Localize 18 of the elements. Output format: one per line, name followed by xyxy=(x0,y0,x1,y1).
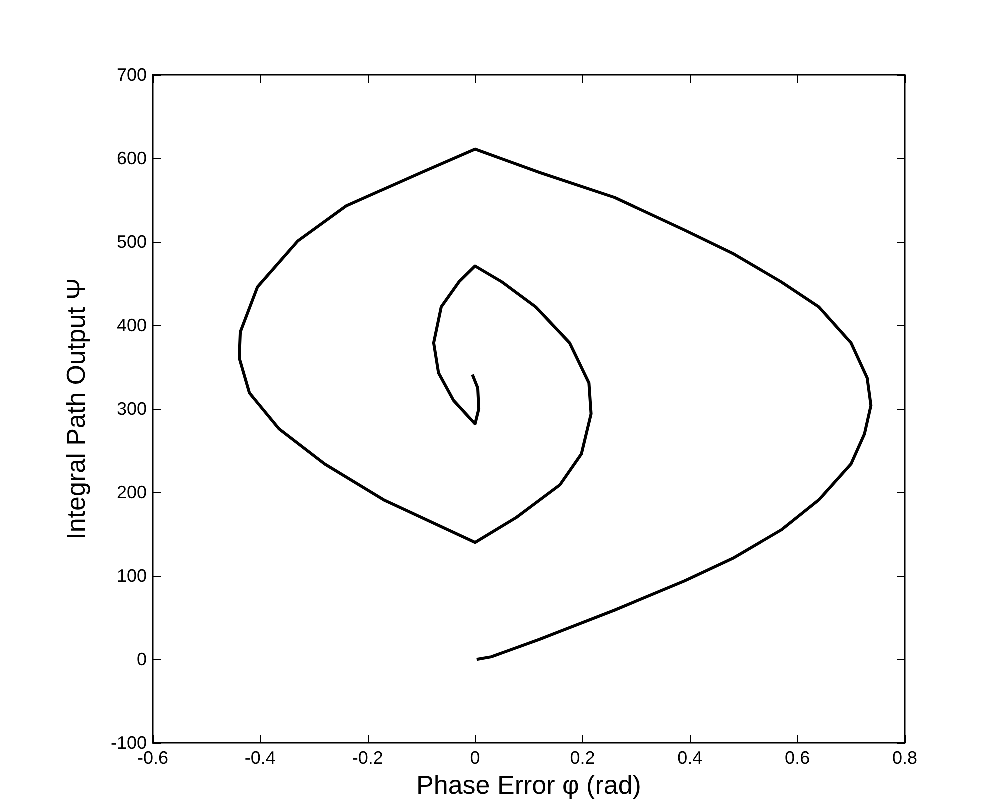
y-tick-label: 0 xyxy=(136,650,147,670)
y-tick-label: 200 xyxy=(116,482,147,503)
x-tick-label: 0 xyxy=(470,748,480,768)
y-tick-label: 600 xyxy=(116,148,147,169)
y-tick-label: 300 xyxy=(116,399,147,420)
x-tick-label: -0.4 xyxy=(244,748,276,768)
y-tick-label: 100 xyxy=(116,566,147,586)
y-tick-label: 400 xyxy=(116,316,147,336)
y-tick-label: 500 xyxy=(116,232,147,252)
x-axis-title: Phase Error φ (rad) xyxy=(416,770,642,800)
y-axis-title: Integral Path Output Ψ xyxy=(61,278,91,540)
x-tick-label: 0.2 xyxy=(570,748,596,768)
x-tick-label: 0.8 xyxy=(892,748,918,768)
y-tick-label: 700 xyxy=(116,65,147,85)
x-tick-label: 0.6 xyxy=(785,748,810,768)
x-tick-label: 0.4 xyxy=(678,748,703,768)
x-tick-label: -0.2 xyxy=(352,748,384,768)
line-series xyxy=(238,148,873,662)
